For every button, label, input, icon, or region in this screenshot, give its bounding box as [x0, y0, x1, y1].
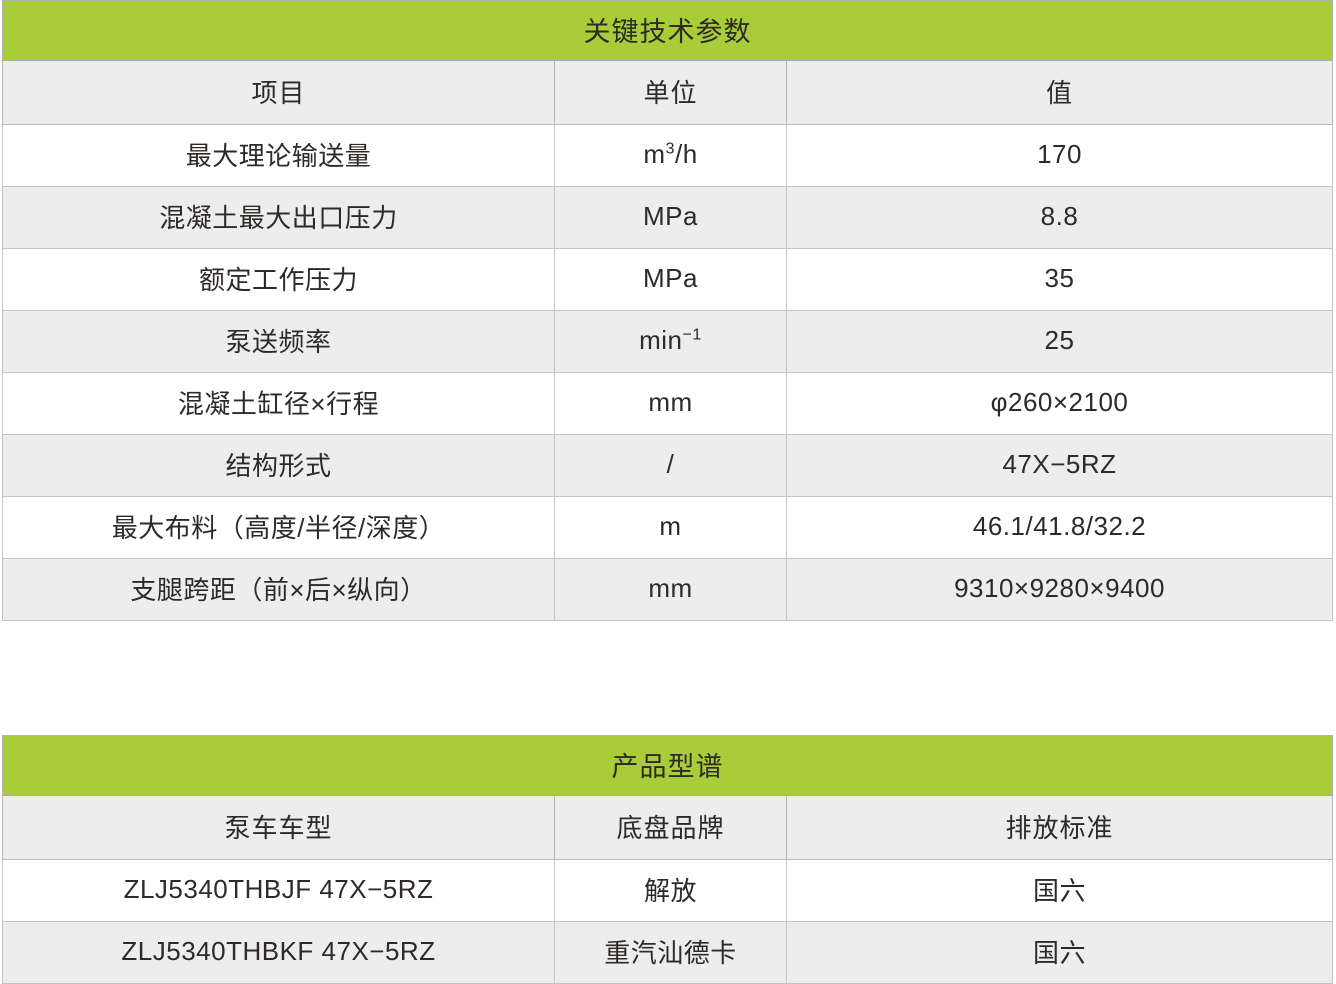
unit-base: min — [639, 325, 683, 355]
row-unit: / — [554, 434, 787, 497]
key-technical-parameters-table: 关键技术参数 项目 单位 值 最大理论输送量 m3/h 170 混凝土最大出口压… — [1, 0, 1334, 621]
row-value: 46.1/41.8/32.2 — [785, 496, 1334, 559]
table-spacer — [0, 621, 1336, 735]
table-row: 混凝土最大出口压力 MPa 8.8 — [2, 186, 1334, 249]
row-item: 最大理论输送量 — [2, 124, 555, 187]
row-value: 170 — [785, 124, 1334, 187]
table-row: 结构形式 / 47X−5RZ — [2, 434, 1334, 497]
row-value: 47X−5RZ — [785, 434, 1334, 497]
column-header-value: 值 — [785, 60, 1334, 125]
row-chassis: 重汽汕德卡 — [554, 921, 787, 984]
column-header-unit: 单位 — [554, 60, 787, 125]
table-row: 最大理论输送量 m3/h 170 — [2, 124, 1334, 187]
unit-tail: /h — [674, 139, 698, 169]
row-model: ZLJ5340THBJF 47X−5RZ — [2, 859, 555, 922]
table-row: ZLJ5340THBKF 47X−5RZ 重汽汕德卡 国六 — [2, 921, 1334, 984]
row-value: 25 — [785, 310, 1334, 373]
column-header-chassis: 底盘品牌 — [554, 795, 787, 860]
table-title: 产品型谱 — [1, 735, 1334, 796]
row-unit: MPa — [554, 248, 787, 311]
row-value: 8.8 — [785, 186, 1334, 249]
row-item: 混凝土最大出口压力 — [2, 186, 555, 249]
table-row: 支腿跨距（前×后×纵向） mm 9310×9280×9400 — [2, 558, 1334, 621]
row-unit: m — [554, 496, 787, 559]
table-row: 最大布料（高度/半径/深度） m 46.1/41.8/32.2 — [2, 496, 1334, 559]
row-item: 最大布料（高度/半径/深度） — [2, 496, 555, 559]
row-value: 35 — [785, 248, 1334, 311]
row-unit: MPa — [554, 186, 787, 249]
row-unit: m3/h — [554, 124, 787, 187]
table-title-row: 产品型谱 — [1, 735, 1334, 796]
row-value: 9310×9280×9400 — [785, 558, 1334, 621]
table-row: 额定工作压力 MPa 35 — [2, 248, 1334, 311]
row-value: φ260×2100 — [785, 372, 1334, 435]
unit-superscript: 3 — [665, 139, 675, 158]
row-item: 额定工作压力 — [2, 248, 555, 311]
column-header-row: 泵车车型 底盘品牌 排放标准 — [2, 795, 1334, 860]
product-lineup-table: 产品型谱 泵车车型 底盘品牌 排放标准 ZLJ5340THBJF 47X−5RZ… — [1, 735, 1334, 984]
column-header-row: 项目 单位 值 — [2, 60, 1334, 125]
row-chassis: 解放 — [554, 859, 787, 922]
table-row: 混凝土缸径×行程 mm φ260×2100 — [2, 372, 1334, 435]
row-unit: mm — [554, 558, 787, 621]
column-header-model: 泵车车型 — [2, 795, 555, 860]
row-item: 泵送频率 — [2, 310, 555, 373]
unit-base: m — [643, 139, 666, 169]
row-unit: mm — [554, 372, 787, 435]
column-header-item: 项目 — [2, 60, 555, 125]
row-emission: 国六 — [785, 921, 1334, 984]
table-title: 关键技术参数 — [1, 0, 1334, 61]
unit-superscript: −1 — [682, 325, 702, 344]
table-row: ZLJ5340THBJF 47X−5RZ 解放 国六 — [2, 859, 1334, 922]
row-unit: min−1 — [554, 310, 787, 373]
row-item: 混凝土缸径×行程 — [2, 372, 555, 435]
row-item: 支腿跨距（前×后×纵向） — [2, 558, 555, 621]
column-header-emission: 排放标准 — [785, 795, 1334, 860]
row-model: ZLJ5340THBKF 47X−5RZ — [2, 921, 555, 984]
row-item: 结构形式 — [2, 434, 555, 497]
row-emission: 国六 — [785, 859, 1334, 922]
table-row: 泵送频率 min−1 25 — [2, 310, 1334, 373]
table-title-row: 关键技术参数 — [1, 0, 1334, 61]
